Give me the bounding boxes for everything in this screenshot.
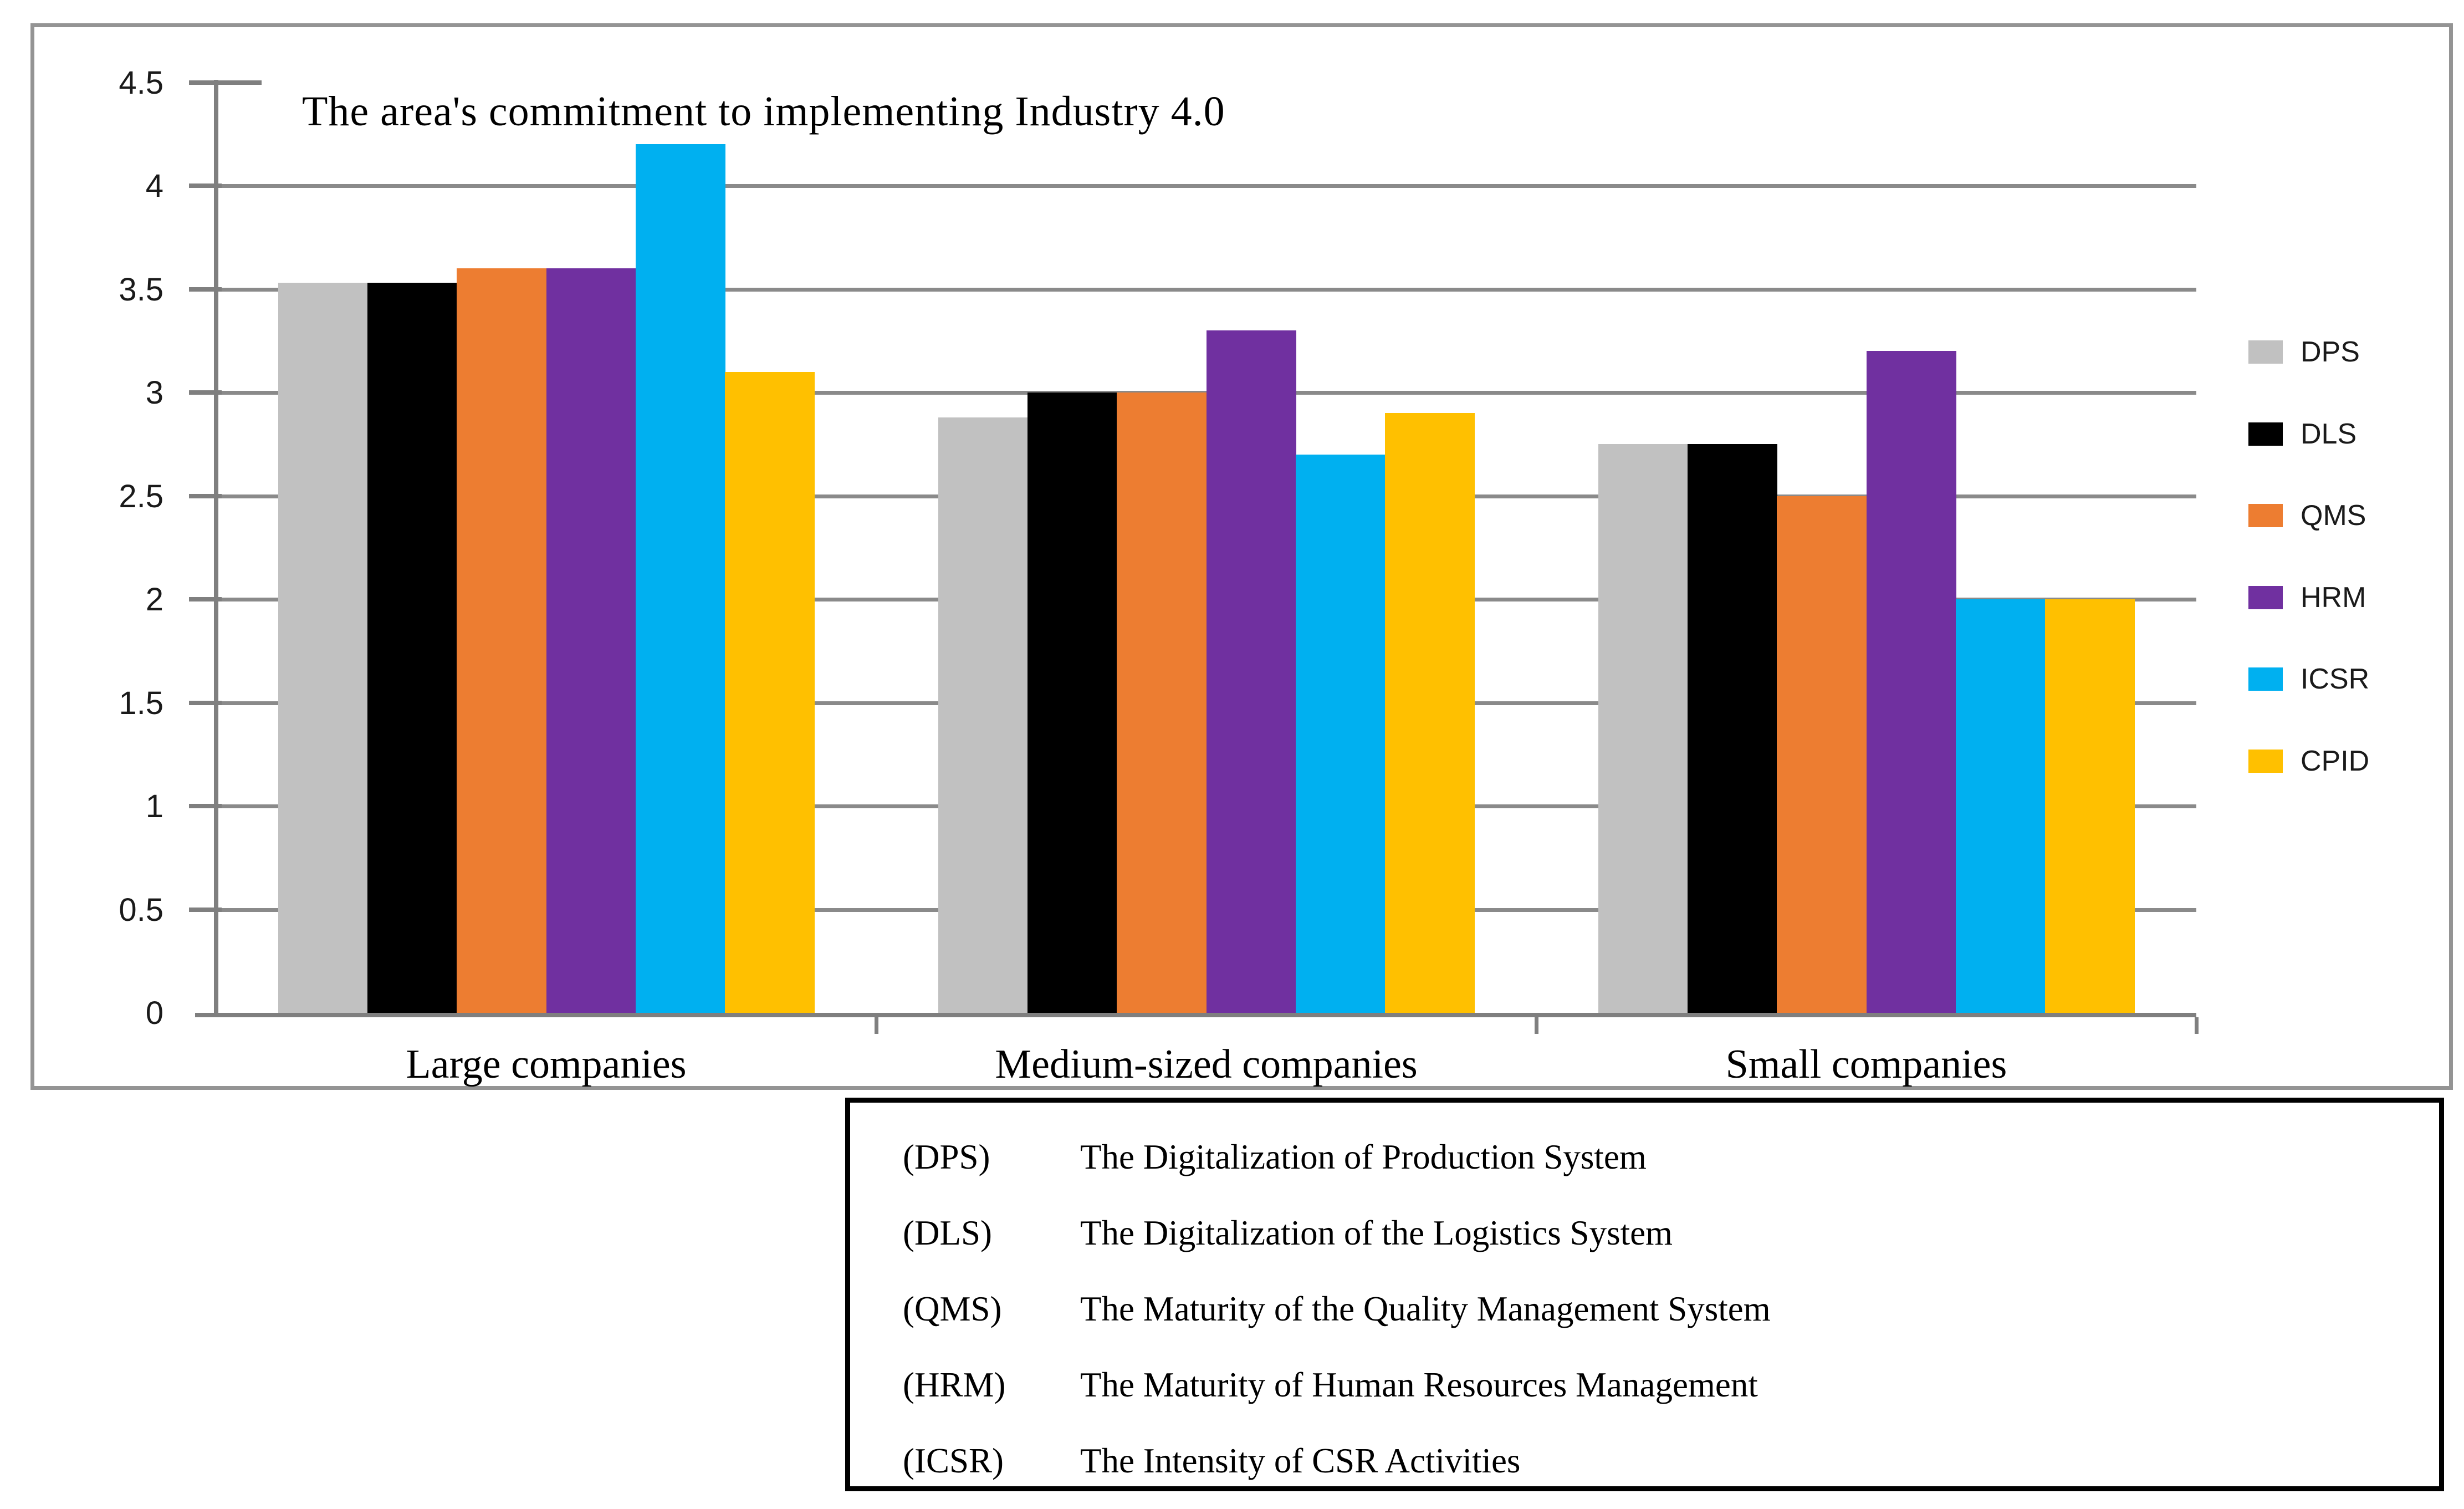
- legend-item-qms: QMS: [2248, 498, 2366, 533]
- bar-dps-large-companies: [278, 283, 368, 1013]
- legend-label-hrm: HRM: [2301, 581, 2366, 614]
- y-axis-tick-3: [189, 390, 222, 395]
- legend-label-cpid: CPID: [2301, 745, 2370, 777]
- y-axis-tick-1.5: [189, 700, 222, 705]
- bar-dls-medium-sized-companies: [1027, 392, 1118, 1013]
- y-tick-label-0.5: 0.5: [119, 891, 163, 928]
- key-description: The Digitalization of the Logistics Syst…: [1080, 1214, 1673, 1252]
- legend-label-dls: DLS: [2301, 417, 2357, 450]
- legend-item-dls: DLS: [2248, 417, 2356, 451]
- legend-label-dps: DPS: [2301, 336, 2360, 368]
- bar-qms-large-companies: [457, 268, 547, 1013]
- y-axis-tick-4: [189, 183, 222, 188]
- key-row-dps: (DPS) The Digitalization of Production Sy…: [903, 1119, 2439, 1195]
- key-row-hrm: (HRM) The Maturity of Human Resources Man…: [903, 1347, 2439, 1423]
- legend-swatch-icsr: [2248, 667, 2283, 691]
- y-tick-label-1.5: 1.5: [119, 685, 163, 721]
- bar-hrm-small-companies: [1866, 351, 1956, 1013]
- bar-icsr-small-companies: [1955, 599, 2046, 1013]
- key-abbr: (DPS): [903, 1138, 990, 1176]
- bar-dls-small-companies: [1687, 444, 1778, 1013]
- key-row-qms: (QMS) The Maturity of the Quality Managem…: [903, 1271, 2439, 1347]
- y-tick-label-4: 4: [145, 168, 163, 204]
- y-axis-tick-0.5: [189, 907, 222, 912]
- y-tick-label-3.5: 3.5: [119, 271, 163, 308]
- y-axis-tick-4.5: [189, 80, 262, 85]
- key-description: The Intensity of CSR Activities: [1080, 1441, 1521, 1480]
- legend-swatch-hrm: [2248, 585, 2283, 609]
- bar-qms-medium-sized-companies: [1117, 392, 1207, 1013]
- key-abbr: (QMS): [903, 1289, 1002, 1328]
- legend-swatch-dps: [2248, 340, 2283, 364]
- key-row-icsr: (ICSR) The Intensity of CSR Activities: [903, 1423, 2439, 1486]
- legend-label-icsr: ICSR: [2301, 663, 2370, 695]
- bar-dls-large-companies: [367, 283, 458, 1013]
- legend-item-hrm: HRM: [2248, 580, 2366, 615]
- bar-icsr-medium-sized-companies: [1295, 454, 1386, 1013]
- x-axis: [195, 1013, 2196, 1017]
- y-axis-tick-2.5: [189, 493, 222, 498]
- bar-dps-small-companies: [1598, 444, 1688, 1013]
- y-tick-label-1: 1: [145, 788, 163, 824]
- legend-swatch-cpid: [2248, 749, 2283, 773]
- key-row-dls: (DLS) The Digitalization of the Logistics…: [903, 1195, 2439, 1271]
- category-tick-1: [875, 1017, 878, 1034]
- legend-label-qms: QMS: [2301, 499, 2366, 532]
- y-tick-label-2.5: 2.5: [119, 478, 163, 514]
- y-axis-tick-2: [189, 597, 222, 601]
- legend-item-cpid: CPID: [2248, 744, 2369, 778]
- legend-swatch-dls: [2248, 422, 2283, 446]
- legend-item-icsr: ICSR: [2248, 662, 2369, 696]
- legend-swatch-qms: [2248, 504, 2283, 527]
- bar-cpid-large-companies: [725, 371, 815, 1013]
- bar-hrm-large-companies: [546, 268, 636, 1013]
- gridline-3.5: [216, 287, 2196, 292]
- legend: DPS DLS QMS HRM ICSR CPID: [2248, 333, 2431, 804]
- key-description: The Maturity of Human Resources Manageme…: [1080, 1365, 1758, 1404]
- chart-title: The area's commitment to implementing In…: [302, 88, 1225, 135]
- legend-item-dps: DPS: [2248, 335, 2360, 369]
- y-axis-tick-1: [189, 804, 222, 808]
- bar-cpid-medium-sized-companies: [1385, 413, 1475, 1013]
- bar-qms-small-companies: [1777, 496, 1867, 1013]
- y-tick-label-2: 2: [145, 582, 163, 618]
- y-tick-label-3: 3: [145, 375, 163, 411]
- y-axis: [214, 80, 218, 1017]
- y-tick-label-0: 0: [145, 995, 163, 1031]
- bar-icsr-large-companies: [635, 144, 726, 1013]
- x-category-label-large-companies: Large companies: [406, 1042, 687, 1087]
- key-abbr: (ICSR): [903, 1441, 1004, 1480]
- y-tick-label-4.5: 4.5: [119, 64, 163, 101]
- y-axis-tick-3.5: [189, 287, 222, 292]
- category-tick-3: [2195, 1017, 2199, 1034]
- bar-hrm-medium-sized-companies: [1206, 330, 1296, 1013]
- x-category-label-small-companies: Small companies: [1725, 1042, 2007, 1087]
- category-tick-2: [1535, 1017, 1538, 1034]
- key-abbr: (HRM): [903, 1365, 1006, 1404]
- key-description: The Digitalization of Production System: [1080, 1138, 1647, 1176]
- bar-dps-medium-sized-companies: [938, 417, 1028, 1013]
- key-description: The Maturity of the Quality Management S…: [1080, 1289, 1771, 1328]
- bar-cpid-small-companies: [2045, 599, 2135, 1013]
- key-abbr: (DLS): [903, 1214, 992, 1252]
- x-category-label-medium-sized-companies: Medium-sized companies: [995, 1042, 1418, 1087]
- gridline-4: [216, 184, 2196, 188]
- abbreviation-key-box: (DPS) The Digitalization of Production Sy…: [845, 1098, 2444, 1491]
